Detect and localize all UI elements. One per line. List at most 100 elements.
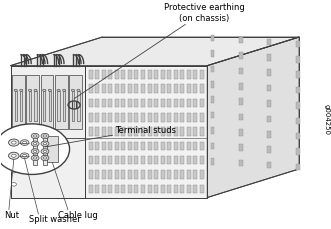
Bar — [174, 85, 178, 93]
Bar — [187, 128, 191, 136]
Bar — [193, 171, 197, 179]
Bar — [167, 128, 171, 136]
Bar — [148, 142, 152, 150]
Bar — [296, 87, 300, 94]
Bar — [95, 71, 99, 79]
Bar — [167, 142, 171, 150]
Bar — [180, 71, 184, 79]
Circle shape — [33, 135, 37, 137]
Bar — [167, 99, 171, 108]
Bar — [211, 112, 214, 119]
Bar — [193, 142, 197, 150]
Circle shape — [31, 142, 39, 147]
Bar — [193, 114, 197, 122]
Bar — [15, 92, 17, 122]
Circle shape — [77, 90, 80, 92]
Bar — [148, 128, 152, 136]
Circle shape — [23, 155, 26, 157]
Bar — [174, 128, 178, 136]
Circle shape — [33, 151, 37, 153]
Bar — [102, 185, 106, 193]
Bar — [154, 142, 158, 150]
Polygon shape — [11, 66, 85, 198]
Bar — [47, 136, 58, 163]
Bar — [154, 185, 158, 193]
Bar — [211, 51, 214, 57]
Bar — [239, 84, 243, 90]
Circle shape — [43, 151, 47, 153]
Bar — [180, 114, 184, 122]
Circle shape — [23, 142, 26, 144]
Bar — [154, 114, 158, 122]
Bar — [102, 114, 106, 122]
Bar — [148, 185, 152, 193]
Bar — [89, 171, 93, 179]
Bar — [174, 114, 178, 122]
Bar — [211, 143, 214, 150]
Bar — [154, 171, 158, 179]
Bar — [148, 99, 152, 108]
Bar — [95, 185, 99, 193]
Bar — [134, 99, 138, 108]
Bar — [115, 114, 119, 122]
Bar — [134, 156, 138, 165]
Bar — [154, 156, 158, 165]
Bar — [95, 128, 99, 136]
Text: Nut: Nut — [4, 210, 19, 219]
Bar — [70, 76, 82, 130]
Bar — [267, 70, 271, 77]
Bar — [95, 114, 99, 122]
Circle shape — [9, 153, 19, 160]
Bar — [95, 156, 99, 165]
Bar — [49, 92, 51, 122]
Bar — [41, 76, 53, 130]
Bar — [108, 185, 112, 193]
Bar — [102, 156, 106, 165]
Bar — [239, 160, 243, 167]
Bar — [115, 128, 119, 136]
Bar — [296, 41, 300, 48]
Bar — [154, 71, 158, 79]
Bar — [267, 147, 271, 153]
Bar — [161, 142, 165, 150]
Bar — [161, 185, 165, 193]
Bar — [148, 71, 152, 79]
Circle shape — [43, 90, 46, 92]
Bar — [180, 156, 184, 165]
Bar — [167, 171, 171, 179]
Bar — [121, 99, 125, 108]
Bar — [161, 114, 165, 122]
Circle shape — [63, 90, 66, 92]
Circle shape — [33, 143, 37, 145]
Bar — [108, 71, 112, 79]
Bar — [200, 142, 204, 150]
Circle shape — [21, 140, 29, 146]
Bar — [89, 128, 93, 136]
Bar — [267, 39, 271, 46]
Bar — [161, 128, 165, 136]
Bar — [121, 142, 125, 150]
Bar — [95, 142, 99, 150]
Bar — [134, 85, 138, 93]
Bar — [134, 114, 138, 122]
Bar — [108, 114, 112, 122]
Bar — [174, 156, 178, 165]
Bar — [89, 114, 93, 122]
Bar — [296, 118, 300, 125]
Bar — [211, 97, 214, 104]
Bar — [193, 185, 197, 193]
Circle shape — [12, 142, 16, 144]
Bar — [89, 85, 93, 93]
Circle shape — [14, 90, 17, 92]
Bar — [128, 171, 132, 179]
Bar — [128, 85, 132, 93]
Bar — [267, 101, 271, 107]
Bar — [267, 162, 271, 169]
Circle shape — [43, 143, 47, 145]
Bar — [187, 85, 191, 93]
Bar — [296, 57, 300, 63]
Bar — [121, 185, 125, 193]
Bar — [239, 68, 243, 75]
Bar — [141, 171, 145, 179]
Bar — [121, 85, 125, 93]
